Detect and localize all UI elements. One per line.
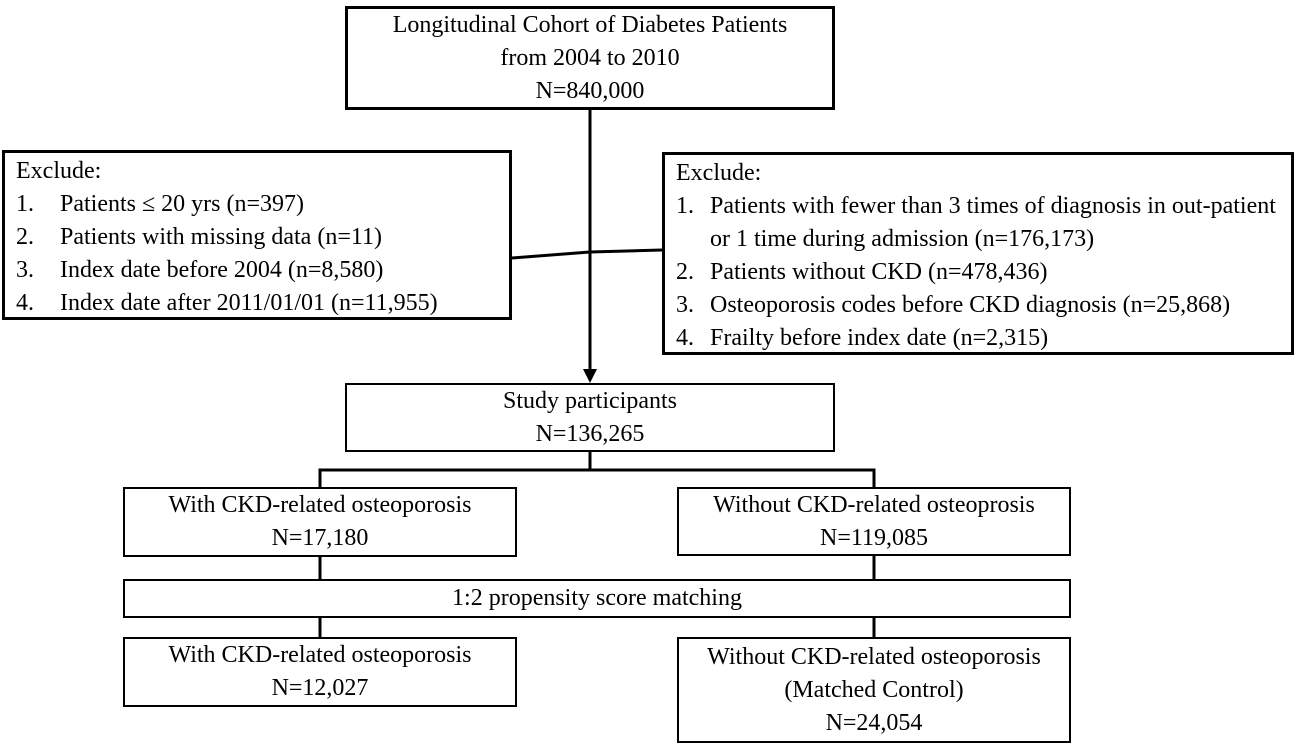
item-number: 1. (16, 191, 34, 217)
item-text: Index date after 2011/01/01 (n=11,955) (60, 290, 438, 316)
exclude-left-item-2: 2. Patients with missing data (n=11) (16, 221, 503, 254)
exclude-right-item-1: 1. Patients with fewer than 3 times of d… (676, 190, 1285, 256)
item-text: Osteoporosis codes before CKD diagnosis … (710, 292, 1231, 318)
exclude-right-box: Exclude: 1. Patients with fewer than 3 t… (662, 152, 1294, 355)
with-ckd-box: With CKD-related osteoporosis N=17,180 (123, 487, 517, 557)
matching-label: 1:2 propensity score matching (452, 585, 742, 611)
exclude-left-item-4: 4. Index date after 2011/01/01 (n=11,955… (16, 287, 503, 320)
matched-without-box: Without CKD-related osteoporosis (Matche… (677, 637, 1071, 743)
arrowhead-down-icon (583, 369, 597, 383)
participants-box: Study participants N=136,265 (345, 383, 835, 452)
connector-branch-split (318, 468, 876, 487)
matching-box: 1:2 propensity score matching (123, 579, 1071, 618)
matched-with-label: With CKD-related osteoporosis (168, 642, 472, 668)
item-number: 4. (16, 290, 34, 316)
exclude-left-item-3: 3. Index date before 2004 (n=8,580) (16, 254, 503, 287)
with-ckd-count: N=17,180 (271, 525, 369, 551)
exclude-right-title: Exclude: (676, 160, 762, 186)
exclude-right-item-2: 2. Patients without CKD (n=478,436) (676, 256, 1285, 289)
item-number: 2. (16, 224, 34, 250)
cohort-count: N=840,000 (535, 77, 645, 104)
without-ckd-count: N=119,085 (820, 524, 928, 551)
matched-with-box: With CKD-related osteoporosis N=12,027 (123, 637, 517, 707)
exclude-right-item-4: 4. Frailty before index date (n=2,315) (676, 322, 1285, 355)
participants-label: Study participants (503, 387, 677, 414)
exclude-left-title: Exclude: (16, 158, 102, 184)
item-text: Frailty before index date (n=2,315) (710, 325, 1049, 351)
exclude-right-item-3: 3. Osteoporosis codes before CKD diagnos… (676, 289, 1285, 322)
item-text: Patients with missing data (n=11) (60, 224, 382, 250)
cohort-line-1: Longitudinal Cohort of Diabetes Patients (392, 11, 788, 38)
item-text: Patients with fewer than 3 times of diag… (710, 193, 1276, 252)
exclude-left-item-1: 1. Patients ≤ 20 yrs (n=397) (16, 188, 503, 221)
connector-exclusions (511, 248, 663, 260)
matched-without-sublabel: (Matched Control) (784, 676, 964, 703)
without-ckd-box: Without CKD-related osteoprosis N=119,08… (677, 487, 1071, 556)
with-ckd-label: With CKD-related osteoporosis (168, 492, 472, 518)
item-text: Index date before 2004 (n=8,580) (60, 257, 384, 283)
matched-with-count: N=12,027 (271, 675, 369, 701)
item-number: 1. (676, 193, 694, 219)
exclude-left-box: Exclude: 1. Patients ≤ 20 yrs (n=397) 2.… (2, 150, 512, 320)
item-number: 4. (676, 325, 694, 351)
matched-without-label: Without CKD-related osteoporosis (707, 643, 1041, 670)
without-ckd-label: Without CKD-related osteoprosis (713, 491, 1035, 518)
matched-without-count: N=24,054 (825, 709, 923, 736)
item-text: Patients without CKD (n=478,436) (710, 259, 1048, 285)
item-number: 3. (16, 257, 34, 283)
participants-count: N=136,265 (535, 420, 645, 447)
item-number: 2. (676, 259, 694, 285)
cohort-box: Longitudinal Cohort of Diabetes Patients… (345, 6, 835, 110)
item-number: 3. (676, 292, 694, 318)
item-text: Patients ≤ 20 yrs (n=397) (60, 191, 305, 217)
cohort-line-2: from 2004 to 2010 (500, 44, 680, 71)
